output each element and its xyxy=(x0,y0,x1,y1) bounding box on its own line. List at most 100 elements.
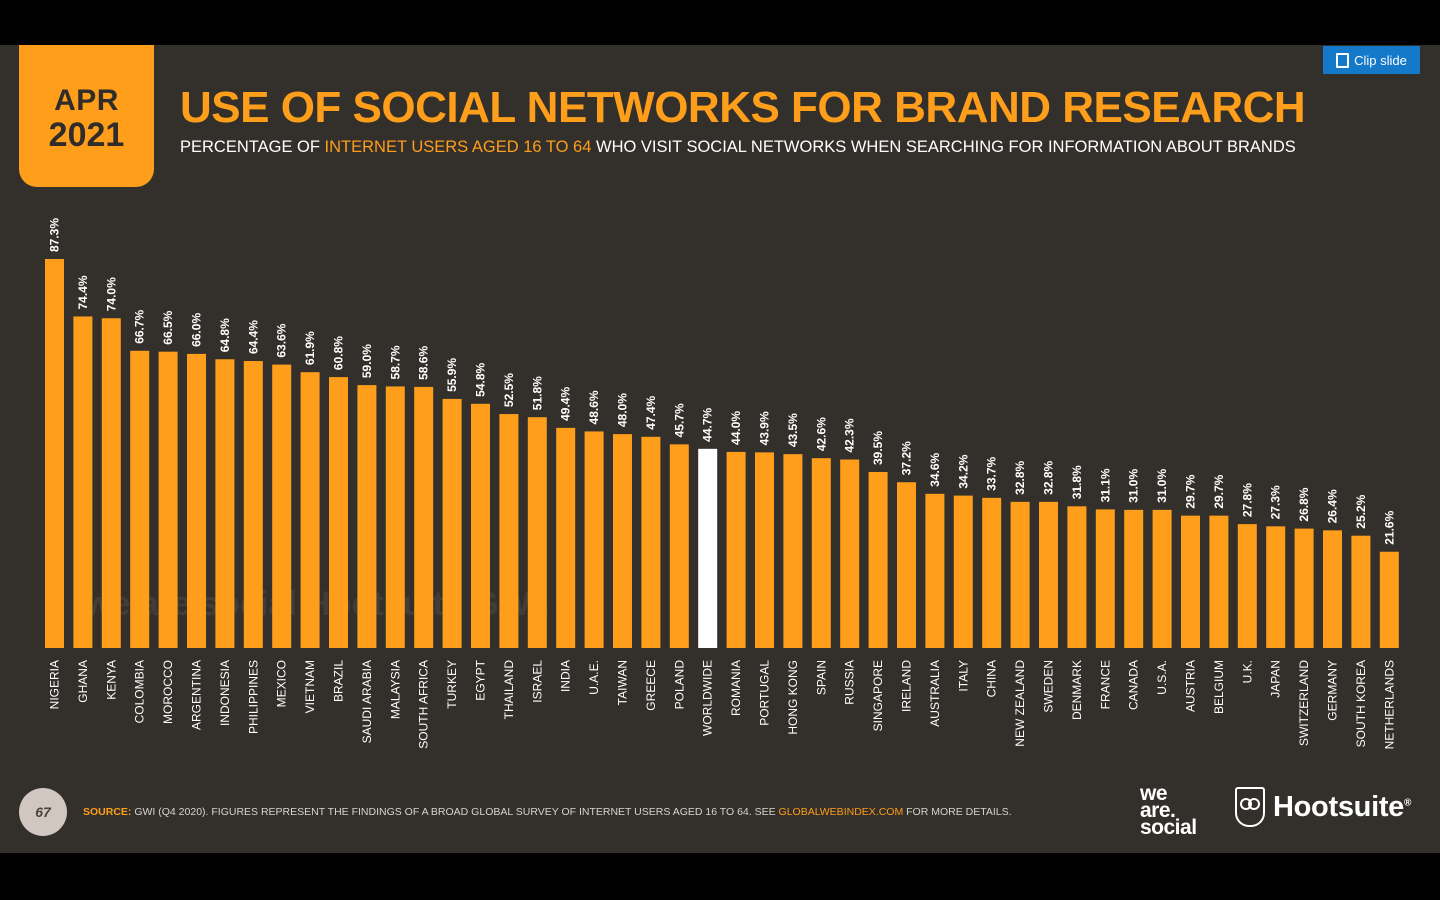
bar-portugal xyxy=(755,452,774,648)
bar-denmark xyxy=(1067,506,1087,648)
category-label-austria: AUSTRIA xyxy=(1184,660,1198,712)
bar-brazil xyxy=(329,377,348,648)
bar-netherlands xyxy=(1379,551,1399,648)
bar-kenya xyxy=(101,318,121,648)
bar-colombia xyxy=(130,350,150,648)
value-label-u-s-a: 31.0% xyxy=(1155,469,1169,503)
category-label-vietnam: VIETNAM xyxy=(303,660,317,713)
hootsuite-logo-text: Hootsuite® xyxy=(1273,791,1411,824)
bar-philippines xyxy=(243,361,263,648)
bar-morocco xyxy=(158,351,178,648)
bar-thailand xyxy=(499,414,519,648)
bar-israel xyxy=(527,417,547,648)
category-label-colombia: COLOMBIA xyxy=(133,660,147,723)
bar-switzerland xyxy=(1294,528,1314,648)
category-label-u-k: U.K. xyxy=(1240,660,1254,683)
value-label-canada: 31.0% xyxy=(1127,469,1141,503)
value-label-japan: 27.3% xyxy=(1269,485,1283,519)
category-label-kenya: KENYA xyxy=(104,660,118,700)
value-label-philippines: 64.4% xyxy=(246,320,260,354)
bar-u-s-a xyxy=(1152,509,1172,648)
category-label-turkey: TURKEY xyxy=(445,660,459,709)
slide: APR 2021 USE OF SOCIAL NETWORKS FOR BRAN… xyxy=(0,45,1440,853)
category-label-morocco: MOROCCO xyxy=(161,660,175,724)
value-label-kenya: 74.0% xyxy=(104,277,118,311)
hootsuite-logo: Hootsuite® xyxy=(1235,787,1411,827)
bar-singapore xyxy=(868,471,888,648)
bar-u-a-e xyxy=(584,431,604,648)
value-label-denmark: 31.8% xyxy=(1070,465,1084,499)
category-label-israel: ISRAEL xyxy=(530,660,544,703)
subtitle-pre: PERCENTAGE OF xyxy=(180,138,325,156)
value-label-belgium: 29.7% xyxy=(1212,474,1226,508)
value-label-new-zealand: 32.8% xyxy=(1013,460,1027,494)
bar-south-korea xyxy=(1351,535,1371,648)
we-are-social-logo-line-3: social xyxy=(1140,816,1197,839)
page-number: 67 xyxy=(19,788,67,836)
value-label-romania: 44.0% xyxy=(729,411,743,445)
value-label-ghana: 74.4% xyxy=(76,275,90,309)
subtitle-highlight: INTERNET USERS AGED 16 TO 64 xyxy=(324,138,592,156)
bar-ghana xyxy=(73,316,93,648)
category-label-italy: ITALY xyxy=(956,660,970,692)
value-label-india: 49.4% xyxy=(559,387,573,421)
bar-france xyxy=(1095,509,1115,648)
value-label-egypt: 54.8% xyxy=(474,362,488,396)
category-label-singapore: SINGAPORE xyxy=(871,660,885,731)
bar-malaysia xyxy=(385,386,405,648)
category-label-japan: JAPAN xyxy=(1269,660,1283,698)
value-label-saudi-arabia: 59.0% xyxy=(360,344,374,378)
category-label-france: FRANCE xyxy=(1098,660,1112,709)
date-month: APR xyxy=(54,84,119,117)
value-label-netherlands: 21.6% xyxy=(1382,510,1396,544)
category-label-netherlands: NETHERLANDS xyxy=(1382,660,1396,749)
value-label-singapore: 39.5% xyxy=(871,431,885,465)
bar-new-zealand xyxy=(1010,501,1030,648)
value-label-morocco: 66.5% xyxy=(161,310,175,344)
bar-worldwide xyxy=(698,448,718,648)
bar-italy xyxy=(953,495,973,648)
hootsuite-registered-mark: ® xyxy=(1404,796,1412,808)
bar-spain xyxy=(811,458,831,648)
category-label-spain: SPAIN xyxy=(814,660,828,695)
category-label-new-zealand: NEW ZEALAND xyxy=(1013,660,1027,747)
bar-south-africa xyxy=(414,386,434,648)
we-are-social-logo: we are. social xyxy=(1140,782,1197,839)
bar-chart: 87.3% NIGERIA 74.4% GHANA 74.0% KENYA 66.7% COL… xyxy=(45,218,1399,749)
value-label-argentina: 66.0% xyxy=(190,313,204,347)
clip-slide-button[interactable]: Clip slide xyxy=(1323,46,1420,74)
bar-u-k xyxy=(1237,524,1257,648)
hootsuite-wordmark: Hootsuite xyxy=(1273,790,1405,823)
we-are-social-logo-line-2: are. xyxy=(1140,799,1176,822)
bar-sweden xyxy=(1039,501,1058,648)
value-label-thailand: 52.5% xyxy=(502,373,516,407)
category-label-saudi-arabia: SAUDI ARABIA xyxy=(360,660,374,743)
bar-canada xyxy=(1124,509,1144,648)
bar-ireland xyxy=(897,482,916,648)
bar-turkey xyxy=(442,398,462,648)
bar-indonesia xyxy=(215,359,235,648)
value-label-greece: 47.4% xyxy=(644,395,658,429)
category-label-ghana: GHANA xyxy=(76,660,90,703)
bar-australia xyxy=(925,493,945,648)
bar-nigeria xyxy=(45,259,64,648)
value-label-israel: 51.8% xyxy=(530,376,544,410)
subtitle-post: WHO VISIT SOCIAL NETWORKS WHEN SEARCHING… xyxy=(591,138,1296,156)
value-label-ireland: 37.2% xyxy=(900,441,914,475)
value-label-australia: 34.6% xyxy=(928,452,942,486)
category-label-china: CHINA xyxy=(985,660,999,697)
source-link[interactable]: GLOBALWEBINDEX.COM xyxy=(778,806,904,818)
value-label-south-korea: 25.2% xyxy=(1354,494,1368,528)
category-label-hong-kong: HONG KONG xyxy=(786,660,800,735)
value-label-portugal: 43.9% xyxy=(758,411,772,445)
bar-hong-kong xyxy=(783,454,803,648)
we-are-social-logo-line-1: we xyxy=(1140,782,1168,805)
category-label-malaysia: MALAYSIA xyxy=(388,660,402,719)
date-year: 2021 xyxy=(48,116,125,154)
value-label-u-k: 27.8% xyxy=(1240,483,1254,517)
category-label-switzerland: SWITZERLAND xyxy=(1297,660,1311,746)
category-label-romania: ROMANIA xyxy=(729,660,743,716)
bar-china xyxy=(982,497,1002,648)
bar-greece xyxy=(641,436,661,648)
value-label-russia: 42.3% xyxy=(843,418,857,452)
